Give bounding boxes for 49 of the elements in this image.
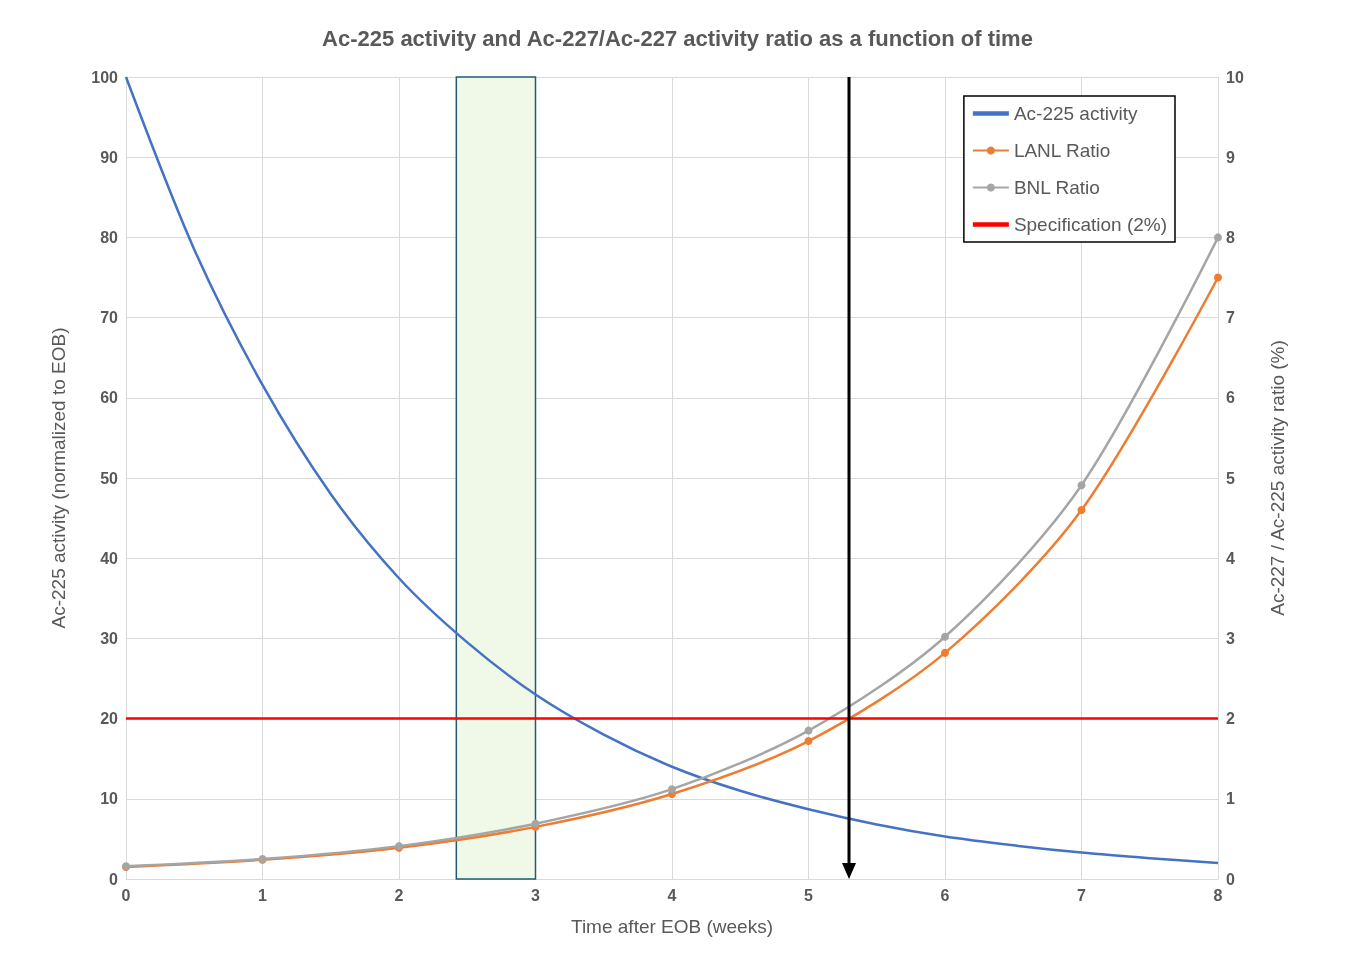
legend-label: LANL Ratio xyxy=(1013,140,1111,161)
y2-tick-label: 9 xyxy=(1226,148,1235,166)
y2-tick-label: 3 xyxy=(1226,629,1235,647)
y2-tick-label: 6 xyxy=(1226,389,1235,407)
y-tick-label: 90 xyxy=(100,148,119,166)
x-tick-label: 1 xyxy=(258,886,268,904)
x-tick-label: 6 xyxy=(940,886,950,904)
x-tick-label: 0 xyxy=(121,886,131,904)
y2-tick-label: 7 xyxy=(1226,309,1235,327)
x-axis-title: Time after EOB (weeks) xyxy=(570,916,774,937)
y2-tick-label: 4 xyxy=(1226,549,1235,567)
y2-tick-label: 10 xyxy=(1226,68,1244,86)
x-tick-label: 2 xyxy=(394,886,404,904)
point xyxy=(941,648,949,657)
y2-tick-label: 8 xyxy=(1226,228,1235,246)
y2-tick-label: 1 xyxy=(1226,790,1235,808)
point xyxy=(1214,233,1222,242)
y-tick-label: 100 xyxy=(91,68,119,86)
y-tick-label: 70 xyxy=(100,309,119,327)
legend-label: Ac-225 activity xyxy=(1013,103,1138,124)
point xyxy=(1077,481,1086,490)
legend-label: BNL Ratio xyxy=(1013,177,1100,198)
line-series xyxy=(124,75,1220,865)
point xyxy=(1214,273,1222,282)
y2-tick-label: 5 xyxy=(1226,469,1235,487)
y-tick-label: 60 xyxy=(100,389,119,407)
y-tick-label: 40 xyxy=(100,549,119,567)
y-tick-label: 0 xyxy=(109,870,119,888)
point xyxy=(804,726,813,735)
y-tick-label: 10 xyxy=(100,790,119,808)
point xyxy=(941,632,949,641)
legend-label: Specification (2%) xyxy=(1013,214,1167,235)
x-tick-label: 7 xyxy=(1077,886,1087,904)
y-tick-label: 30 xyxy=(100,629,119,647)
x-tick-label: 5 xyxy=(804,886,814,904)
chart-title: Ac-225 activity and Ac-227/Ac-227 activity ratio as a function of time xyxy=(322,25,1033,51)
point xyxy=(1077,506,1086,515)
y2-tick-label: 0 xyxy=(1226,870,1235,888)
x-tick-label: 3 xyxy=(531,886,541,904)
y2-tick-label: 2 xyxy=(1226,710,1235,728)
y-tick-label: 50 xyxy=(100,469,119,487)
x-tick-label: 4 xyxy=(667,886,677,904)
point xyxy=(668,785,676,794)
y-axis-title: Ac-225 activity (normalized to EOB) xyxy=(48,327,69,629)
y-tick-label: 20 xyxy=(100,710,119,728)
y-tick-label: 80 xyxy=(100,228,119,246)
y2-axis-title: Ac-227 / Ac-225 activity ratio (%) xyxy=(1267,340,1288,616)
x-tick-label: 8 xyxy=(1213,886,1223,904)
point xyxy=(804,737,813,746)
